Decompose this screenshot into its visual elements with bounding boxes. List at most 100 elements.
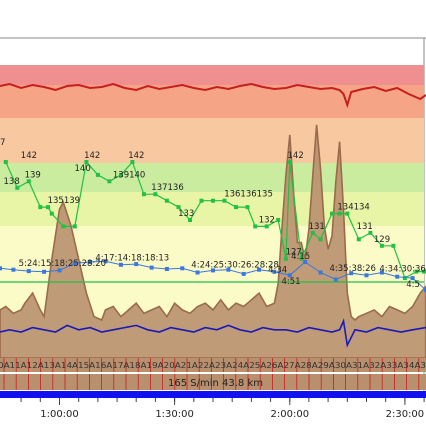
green-pace-marker bbox=[310, 230, 315, 235]
blue-pace-marker bbox=[149, 265, 154, 270]
blue-pace-marker bbox=[287, 273, 292, 278]
green-pace-marker bbox=[141, 192, 146, 197]
blue-pace-marker bbox=[11, 267, 16, 272]
blue-pace-marker bbox=[164, 267, 169, 271]
blue-pace-marker bbox=[195, 270, 200, 275]
green-pace-marker bbox=[164, 198, 169, 203]
green-pace-marker bbox=[130, 160, 135, 164]
blue-pace-marker bbox=[257, 267, 262, 272]
hr-label: 136136135 bbox=[224, 190, 273, 200]
green-pace-marker bbox=[253, 224, 258, 229]
green-pace-marker bbox=[153, 192, 158, 197]
hr-zone-band bbox=[0, 65, 424, 85]
green-pace-marker bbox=[107, 179, 112, 184]
blue-pace-marker bbox=[0, 266, 2, 271]
green-pace-marker bbox=[211, 198, 215, 203]
cadence-line bbox=[0, 318, 426, 348]
x-tick-label: 1:00:00 bbox=[40, 409, 79, 420]
blue-pace-marker bbox=[395, 274, 400, 279]
blue-pace-marker bbox=[72, 261, 77, 266]
green-pace-marker bbox=[287, 160, 292, 164]
blue-pace-marker bbox=[26, 269, 31, 274]
blue-pace-marker bbox=[410, 276, 415, 281]
green-pace-marker bbox=[245, 205, 250, 210]
hr-label: 132 bbox=[259, 215, 275, 225]
green-pace-marker bbox=[3, 160, 8, 164]
blue-pace-marker bbox=[424, 288, 426, 292]
pace-label: 4:35:38:26 bbox=[330, 264, 376, 274]
green-pace-marker bbox=[188, 218, 192, 222]
pace-label: 4:5 bbox=[406, 280, 420, 290]
green-pace-marker bbox=[15, 185, 20, 190]
green-pace-marker bbox=[391, 243, 396, 248]
green-pace-marker bbox=[337, 211, 342, 216]
heart-rate-trace bbox=[0, 82, 426, 109]
heart-rate-line bbox=[0, 82, 426, 109]
hr-label: 138 bbox=[4, 177, 20, 187]
hr-label: 131 bbox=[309, 222, 325, 232]
pace-label: 4:34 bbox=[268, 265, 287, 275]
green-pace-marker bbox=[356, 237, 361, 242]
green-pace-marker bbox=[234, 205, 238, 210]
blue-pace-marker bbox=[180, 266, 185, 271]
hr-label: 139 bbox=[25, 170, 41, 180]
lap-ticks bbox=[3, 358, 420, 372]
x-tick-label: 1:30:00 bbox=[155, 409, 194, 420]
hr-label: 7 bbox=[0, 138, 5, 148]
lap-labels: 0A11A12A13A14A15A16A17A18A19A20A21A22A23… bbox=[0, 361, 426, 370]
hr-label: 129 bbox=[374, 235, 390, 245]
blue-pace-marker bbox=[57, 268, 62, 273]
x-axis: 1:00:00 1:30:00 2:00:00 2:30:00 bbox=[20, 398, 425, 420]
hr-label: 133 bbox=[178, 209, 194, 219]
green-pace-marker bbox=[379, 243, 384, 248]
blue-pace-marker bbox=[103, 259, 108, 264]
green-pace-marker bbox=[199, 198, 204, 203]
blue-pace-marker bbox=[272, 269, 277, 274]
blue-pace-marker bbox=[379, 270, 384, 275]
x-tick-label: 2:00:00 bbox=[271, 409, 310, 420]
blue-pace-marker bbox=[134, 262, 139, 267]
green-pace-marker bbox=[276, 218, 281, 222]
blue-pace-marker bbox=[303, 260, 308, 264]
pace-labels: 5:24:15:18:25:28:204:17:14:18:18:13 4:24:… bbox=[19, 252, 426, 290]
pace-label: 4:17:14:18:18:13 bbox=[95, 253, 169, 263]
green-pace-marker bbox=[422, 269, 426, 274]
blue-pace-marker bbox=[318, 270, 323, 275]
hr-label: 142 bbox=[128, 151, 144, 161]
blue-pace-marker bbox=[42, 269, 47, 274]
pace-label: 4:24:25:30:26:28:28 bbox=[191, 260, 278, 270]
green-pace-marker bbox=[264, 224, 269, 229]
blue-pace-markers bbox=[0, 259, 426, 292]
blue-pace-marker bbox=[364, 273, 369, 278]
time-scrollbar[interactable] bbox=[0, 391, 426, 398]
blue-pace-marker bbox=[226, 267, 231, 272]
green-pace-marker bbox=[299, 256, 304, 261]
blue-pace-marker bbox=[241, 271, 246, 276]
green-pace-marker bbox=[222, 198, 227, 203]
blue-pace-marker bbox=[349, 271, 354, 276]
hr-label: 139140 bbox=[113, 170, 145, 180]
green-pace-marker bbox=[345, 211, 350, 216]
hr-label: 137136 bbox=[151, 183, 183, 193]
green-pace-marker bbox=[72, 224, 77, 229]
blue-pace-marker bbox=[88, 260, 93, 264]
green-pace-marker bbox=[368, 230, 373, 235]
green-pace-marker bbox=[118, 172, 123, 177]
green-pace-marker bbox=[283, 256, 288, 261]
green-pace-marker bbox=[414, 269, 419, 274]
green-pace-marker bbox=[95, 172, 100, 177]
hr-label: 131 bbox=[357, 222, 373, 232]
summary-text: 165 S/min 43.8 km bbox=[168, 378, 263, 389]
green-pace-marker bbox=[61, 224, 66, 229]
hr-label: 140 bbox=[75, 164, 91, 174]
cadence-trace bbox=[0, 318, 426, 348]
hr-zone-band bbox=[0, 163, 424, 192]
pace-label: 5:24:15:18:25:28:20 bbox=[19, 259, 107, 269]
pace-label: 4:51 bbox=[282, 277, 301, 287]
green-pace-markers bbox=[3, 160, 426, 280]
hr-label: 134134 bbox=[337, 203, 369, 213]
green-pace-marker bbox=[330, 211, 334, 216]
green-pace-marker bbox=[402, 276, 407, 280]
summary-ticks bbox=[3, 374, 420, 390]
green-pace-marker bbox=[318, 237, 323, 242]
